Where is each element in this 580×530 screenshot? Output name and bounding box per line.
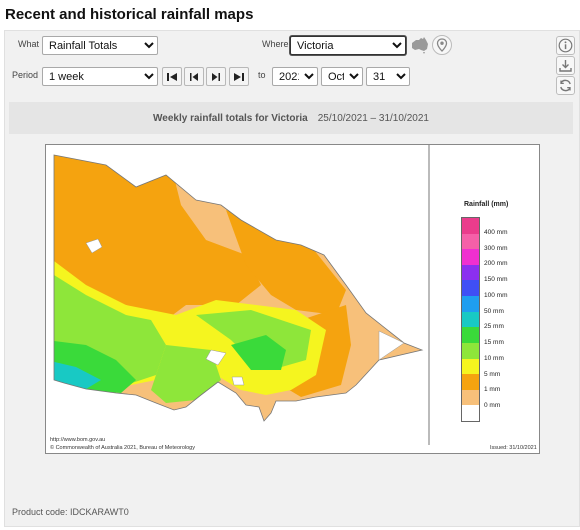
legend-swatch [462,374,479,390]
what-select[interactable]: Rainfall Totals [42,36,158,55]
period-label: Period [12,70,39,80]
legend-label: 0 mm [484,402,501,410]
page-title: Recent and historical rainfall maps [5,6,254,23]
rainfall-map-image [53,145,430,445]
rainfall-map-frame: Rainfall (mm) 400 mm 300 mm 200 mm 150 mm 10… [45,144,540,454]
step-forward-icon [212,72,220,81]
product-code: Product code: IDCKARAWT0 [12,507,129,517]
legend-label: 200 mm [484,260,508,268]
map-title: Weekly rainfall totals for Victoria [153,112,308,124]
legend-swatch [462,311,479,328]
legend-labels: 400 mm 300 mm 200 mm 150 mm 100 mm 50 mm 25 mm… [484,217,539,422]
period-select[interactable]: 1 week [42,67,158,86]
legend-label: 50 mm [484,307,504,315]
legend-swatch [462,280,479,297]
previous-period-button[interactable] [184,67,204,86]
legend-swatch [462,249,479,265]
legend-swatch [462,264,479,281]
map-title-bar: Weekly rainfall totals for Victoria 25/1… [9,102,573,134]
skip-last-icon [234,72,244,81]
skip-first-icon [167,72,177,81]
legend-swatch [462,218,479,234]
legend-title: Rainfall (mm) [464,201,509,208]
download-icon [559,60,572,72]
to-label: to [258,70,266,80]
month-select[interactable]: Oct [321,67,363,86]
legend-label: 100 mm [484,291,508,299]
legend-swatch [462,342,479,359]
info-icon [558,38,573,53]
year-select[interactable]: 2021 [272,67,318,86]
map-issued-date: Issued: 31/10/2021 [490,445,537,451]
next-period-button[interactable] [206,67,226,86]
map-url: http://www.bom.gov.au [50,437,106,443]
legend-swatch [462,296,479,312]
map-copyright: © Commonwealth of Australia 2021, Bureau… [50,445,195,451]
refresh-button[interactable] [556,76,575,95]
legend-label: 150 mm [484,276,508,284]
map-date-range: 25/10/2021 – 31/10/2021 [317,112,429,124]
legend-label: 15 mm [484,339,504,347]
day-select[interactable]: 31 [366,67,410,86]
legend-label: 300 mm [484,244,508,252]
legend-label: 5 mm [484,370,501,378]
legend-color-bar [461,217,480,422]
legend-label: 25 mm [484,323,504,331]
legend-swatch [462,358,479,375]
download-button[interactable] [556,56,575,75]
legend-swatch [462,405,479,421]
legend-swatch [462,389,479,406]
legend-label: 400 mm [484,228,508,236]
step-back-icon [190,72,198,81]
legend-swatch [462,233,479,250]
info-button[interactable] [556,36,575,55]
location-pin-icon[interactable] [432,35,452,55]
legend-label: 1 mm [484,386,501,394]
legend-swatch [462,327,479,343]
australia-map-icon[interactable] [410,35,430,55]
refresh-icon [560,79,571,92]
where-select[interactable]: Victoria [290,36,406,55]
where-label: Where [262,39,289,49]
last-period-button[interactable] [229,67,249,86]
legend-label: 10 mm [484,354,504,362]
first-period-button[interactable] [162,67,182,86]
what-label: What [18,39,40,49]
